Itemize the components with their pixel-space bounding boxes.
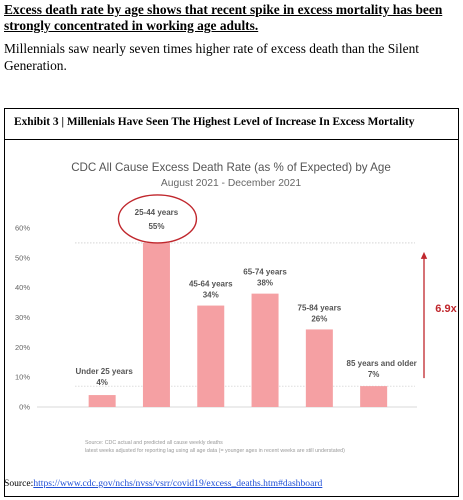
bar [88,395,116,407]
y-tick-label: 60% [15,224,30,233]
chart-subtitle: August 2021 - December 2021 [161,178,302,189]
exhibit-title: Exhibit 3 | Millenials Have Seen The Hig… [5,109,458,140]
value-label: 34% [203,291,219,300]
value-label: 55% [148,222,164,231]
bar [360,386,388,407]
headline: Excess death rate by age shows that rece… [4,2,443,33]
exhibit-box: Exhibit 3 | Millenials Have Seen The Hig… [4,108,459,497]
chart-title: CDC All Cause Excess Death Rate (as % of… [71,161,391,174]
chart-note: Source: CDC actual and predicted all cau… [85,440,223,446]
subheadline: Millennials saw nearly seven times highe… [4,41,419,73]
y-tick-label: 10% [15,373,30,382]
multiplier-arrowhead [420,251,428,259]
category-label: Under 25 years [75,367,133,376]
category-label: 25-44 years [135,208,179,217]
value-label: 7% [368,370,380,379]
source-link[interactable]: https://www.cdc.gov/nchs/nvss/vsrr/covid… [33,478,323,489]
source-line: Source:https://www.cdc.gov/nchs/nvss/vsr… [4,478,459,489]
y-tick-label: 30% [15,313,30,322]
y-tick-label: 50% [15,253,30,262]
value-label: 26% [311,314,327,323]
bar [251,293,279,407]
bar-chart: CDC All Cause Excess Death Rate (as % of… [15,161,458,454]
category-label: 65-74 years [243,268,287,277]
y-tick-label: 20% [15,343,30,352]
bar [197,305,225,407]
category-label: 85 years and older [347,359,417,368]
chart-note: latest weeks adjusted for reporting lag … [85,448,345,454]
source-label: Source: [4,478,34,489]
y-tick-label: 40% [15,283,30,292]
bar [142,242,170,407]
value-label: 38% [257,279,273,288]
category-label: 45-64 years [189,280,233,289]
category-label: 75-84 years [298,303,342,312]
value-label: 4% [96,378,108,387]
multiplier-annotation: 6.9x [435,303,457,315]
highlight-circle [117,194,198,244]
y-tick-label: 0% [19,403,30,412]
bar [305,329,333,407]
